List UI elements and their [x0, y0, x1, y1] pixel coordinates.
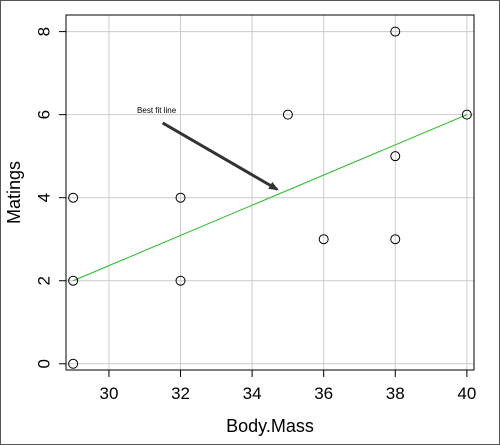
data-point [390, 26, 401, 37]
x-tick-label: 40 [457, 384, 476, 403]
y-tick-label: 0 [35, 359, 54, 368]
annotation-arrow [161, 121, 279, 191]
data-point [282, 109, 293, 120]
x-tick-label: 34 [243, 384, 262, 403]
data-point [68, 192, 79, 203]
x-tick-label: 30 [99, 384, 118, 403]
data-point [175, 192, 186, 203]
y-axis: 0 2 4 6 8 [35, 27, 66, 369]
plot-area [65, 14, 475, 371]
data-point [390, 151, 401, 162]
annotation-label: Best fit line [137, 106, 177, 115]
data-point [175, 275, 186, 286]
y-tick-label: 8 [35, 27, 54, 36]
data-point [68, 358, 79, 369]
x-tick-label: 36 [314, 384, 333, 403]
grid [66, 15, 474, 370]
data-point [461, 109, 472, 120]
best-fit-line [72, 114, 468, 282]
y-tick-label: 6 [35, 110, 54, 119]
y-tick-label: 4 [35, 193, 54, 202]
x-axis: 30 32 34 36 38 40 [99, 370, 476, 403]
x-axis-title: Body.Mass [226, 416, 314, 436]
x-tick-label: 32 [171, 384, 190, 403]
data-point [318, 234, 329, 245]
y-axis-title: Matings [4, 161, 24, 224]
y-tick-label: 2 [35, 276, 54, 285]
data-points [68, 26, 472, 369]
data-point [390, 234, 401, 245]
x-tick-label: 38 [386, 384, 405, 403]
data-point [68, 275, 79, 286]
